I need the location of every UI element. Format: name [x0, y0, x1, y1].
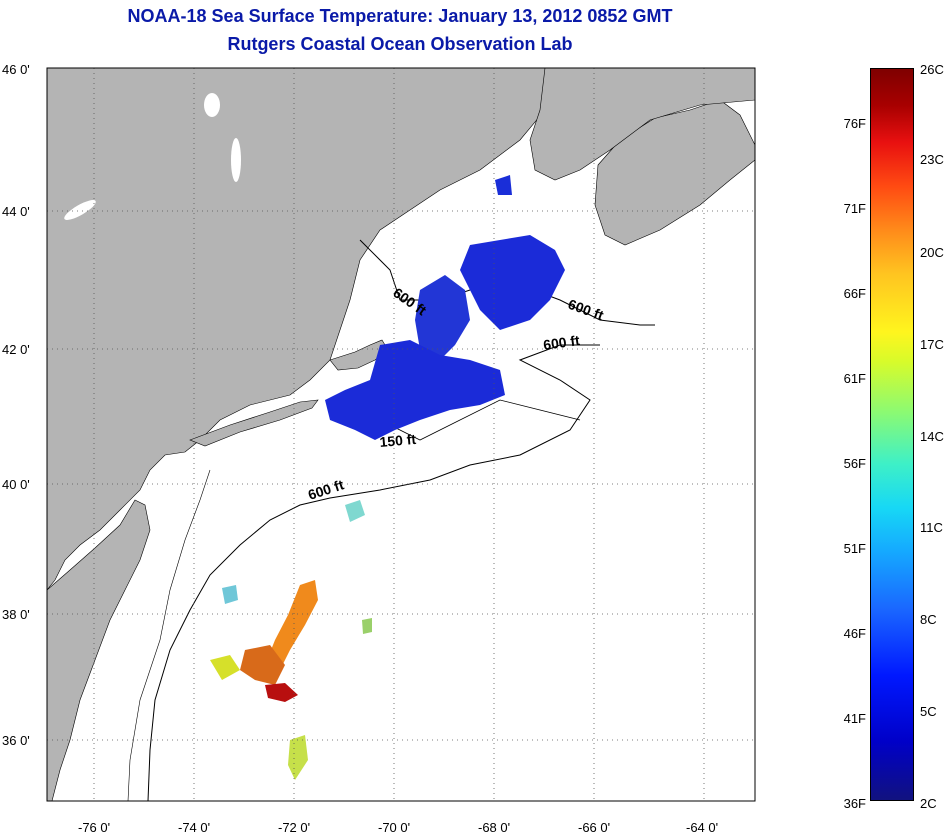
colorbar-f-label: 56F — [843, 456, 866, 471]
colorbar-f-label: 36F — [843, 796, 866, 811]
sst-mild-region — [288, 735, 308, 780]
colorbar-f-label: 41F — [843, 711, 866, 726]
sst-hot-region — [265, 683, 298, 702]
colorbar-c-label: 23C — [920, 152, 944, 167]
lon-label: -64 0' — [686, 820, 719, 835]
gridlines — [47, 68, 755, 801]
lat-label: 36 0' — [2, 733, 30, 748]
sst-cold-region — [325, 340, 505, 440]
colorbar-c-label: 14C — [920, 429, 944, 444]
land-delmarva — [47, 499, 151, 801]
contour-label: 150 ft — [379, 431, 417, 450]
sst-cold-region — [460, 235, 565, 330]
colorbar-f-label: 51F — [843, 541, 866, 556]
colorbar-c-label: 26C — [920, 62, 944, 77]
contour-shelf-inner — [127, 469, 211, 801]
lat-label: 40 0' — [2, 477, 30, 492]
colorbar-f-label: 66F — [843, 286, 866, 301]
sst-warm-region — [265, 580, 318, 670]
sst-warm-region — [210, 655, 240, 680]
lake — [231, 138, 241, 182]
colorbar-c-label: 17C — [920, 337, 944, 352]
lon-label: -72 0' — [278, 820, 311, 835]
lon-label: -76 0' — [78, 820, 111, 835]
lat-label: 38 0' — [2, 607, 30, 622]
lat-label: 42 0' — [2, 342, 30, 357]
contour-600ft-lower — [147, 344, 600, 801]
land-new-brunswick — [529, 68, 755, 181]
colorbar-f-label: 61F — [843, 371, 866, 386]
lake — [204, 93, 220, 117]
sst-mild-region — [362, 618, 372, 634]
map-title: NOAA-18 Sea Surface Temperature: January… — [127, 6, 673, 26]
colorbar-c-label: 11C — [920, 520, 943, 535]
lon-label: -68 0' — [478, 820, 511, 835]
lon-label: -66 0' — [578, 820, 611, 835]
lat-label: 46 0' — [2, 62, 30, 77]
sst-warm-region — [240, 645, 285, 685]
colorbar-f-label: 76F — [843, 116, 866, 131]
lat-label: 44 0' — [2, 204, 30, 219]
sst-mild-region — [222, 585, 238, 604]
land-long-island — [189, 399, 319, 447]
colorbar-f-label: 46F — [843, 626, 866, 641]
colorbar-c-label: 2C — [920, 796, 937, 811]
colorbar-f-label: 71F — [843, 201, 866, 216]
map-subtitle: Rutgers Coastal Ocean Observation Lab — [227, 34, 573, 54]
lon-label: -70 0' — [378, 820, 411, 835]
colorbar-c-label: 5C — [920, 704, 937, 719]
colorbar-c-label: 20C — [920, 245, 944, 260]
temperature-colorbar — [870, 68, 914, 801]
plot-frame — [46, 67, 756, 802]
land-nova-scotia — [594, 99, 755, 246]
land-mainland — [47, 68, 561, 591]
colorbar-c-label: 8C — [920, 612, 937, 627]
lake — [64, 200, 96, 220]
sst-mild-region — [345, 500, 365, 522]
lon-label: -74 0' — [178, 820, 211, 835]
contour-label: 600 ft — [542, 332, 581, 353]
sst-cold-region — [495, 175, 512, 195]
sst-cold-region — [415, 275, 470, 360]
